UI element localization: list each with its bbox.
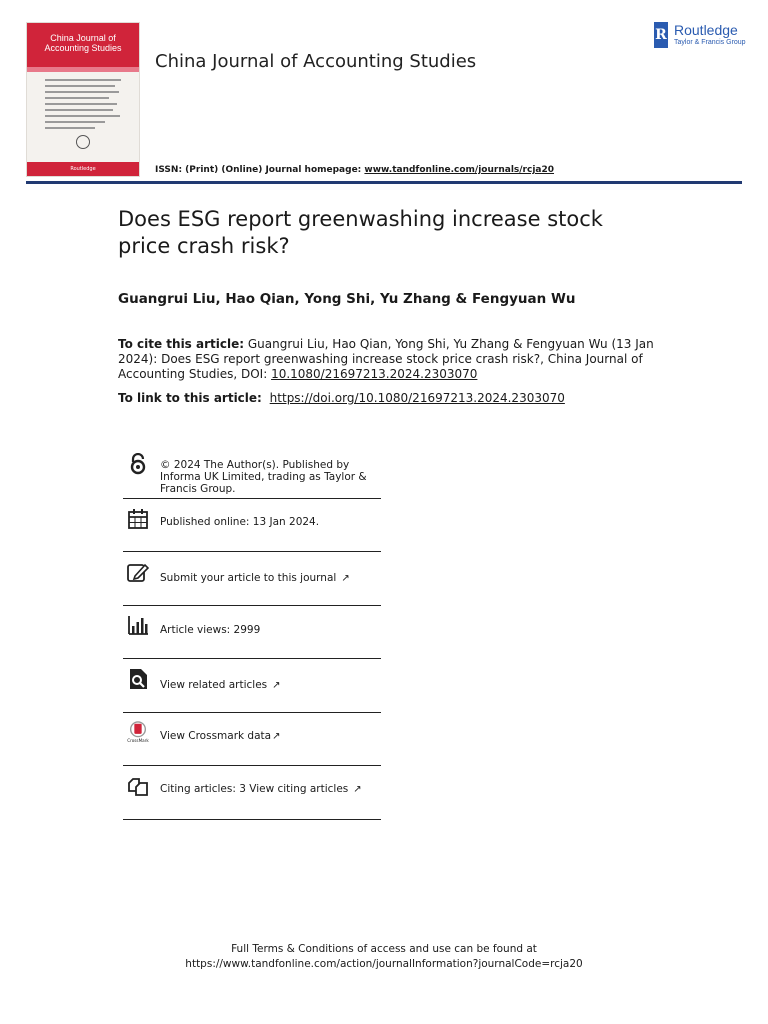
link-label: To link to this article: [118, 391, 262, 405]
cover-toc-line [45, 91, 119, 93]
cover-toc-line [45, 121, 105, 123]
article-title: Does ESG report greenwashing increase st… [118, 207, 603, 258]
citation-block: To cite this article: Guangrui Liu, Hao … [118, 337, 658, 382]
related-articles-link[interactable]: View related articles [160, 679, 268, 691]
related-articles-icon [130, 669, 147, 689]
routledge-r-icon: R [654, 22, 668, 48]
journal-cover-image: China Journal of Accounting Studies Rout… [26, 22, 140, 177]
footer-terms-text: Full Terms & Conditions of access and us… [231, 943, 537, 955]
publisher-logo[interactable]: R Routledge Taylor & Francis Group [652, 22, 747, 50]
article-info-panel: © 2024 The Author(s). Published by Infor… [123, 447, 381, 820]
calendar-icon [128, 509, 148, 529]
citing-articles-icon [128, 778, 148, 796]
open-access-icon [130, 453, 146, 475]
submit-article-link[interactable]: Submit your article to this journal [160, 572, 337, 584]
info-row-related[interactable]: View related articles ↗ [123, 659, 381, 713]
cover-publisher-logo: Routledge [70, 166, 96, 172]
crossmark-link[interactable]: View Crossmark data [160, 730, 272, 742]
article-authors: Guangrui Liu, Hao Qian, Yong Shi, Yu Zha… [118, 291, 576, 307]
cover-toc-line [45, 115, 120, 117]
cite-text: Guangrui Liu, Hao Qian, Yong Shi, Yu Zha… [118, 337, 654, 381]
journal-name: China Journal of Accounting Studies [155, 51, 477, 72]
society-seal-icon [76, 135, 90, 149]
cover-toc-line [45, 79, 121, 81]
external-link-icon: ↗ [272, 731, 281, 742]
info-row-copyright: © 2024 The Author(s). Published by Infor… [123, 447, 381, 499]
issn-label: ISSN: (Print) (Online) Journal homepage: [155, 165, 362, 175]
publisher-name: Routledge [674, 22, 738, 38]
cover-toc-line [45, 85, 115, 87]
cover-title: China Journal of Accounting Studies [44, 33, 122, 53]
doi-link[interactable]: 10.1080/21697213.2024.2303070 [271, 367, 478, 381]
cite-label: To cite this article: [118, 337, 245, 351]
cover-toc-line [45, 103, 117, 105]
external-link-icon: ↗ [272, 680, 281, 691]
info-row-views: Article views: 2999 [123, 606, 381, 659]
terms-footer: Full Terms & Conditions of access and us… [0, 942, 768, 972]
info-row-published: Published online: 13 Jan 2024. [123, 499, 381, 552]
footer-terms-url[interactable]: https://www.tandfonline.com/action/journ… [185, 958, 583, 970]
edit-icon [127, 563, 149, 582]
issn-line: ISSN: (Print) (Online) Journal homepage:… [155, 165, 554, 175]
external-link-icon: ↗ [353, 784, 362, 795]
crossmark-icon: CrossMark [127, 721, 149, 743]
cover-volume-bar [27, 67, 139, 72]
info-row-citing[interactable]: Citing articles: 3 View citing articles ↗ [123, 766, 381, 820]
external-link-icon: ↗ [341, 573, 350, 584]
article-views-text: Article views: 2999 [160, 624, 261, 636]
header-divider [26, 181, 742, 184]
cover-toc-line [45, 97, 109, 99]
cover-header-band: China Journal of Accounting Studies [27, 23, 139, 67]
published-date-text: Published online: 13 Jan 2024. [160, 516, 320, 528]
cover-toc-line [45, 127, 95, 129]
info-row-submit[interactable]: Submit your article to this journal ↗ [123, 552, 381, 606]
cover-footer-band: Routledge [27, 162, 139, 176]
article-doi-url-link[interactable]: https://doi.org/10.1080/21697213.2024.23… [269, 391, 565, 405]
info-row-crossmark[interactable]: CrossMark View Crossmark data↗ [123, 713, 381, 766]
citing-articles-link[interactable]: Citing articles: 3 View citing articles [160, 783, 349, 795]
svg-text:CrossMark: CrossMark [127, 738, 149, 743]
publisher-subtitle: Taylor & Francis Group [674, 39, 746, 46]
bar-chart-icon [128, 616, 148, 635]
cover-toc-line [45, 109, 113, 111]
article-link-line: To link to this article: https://doi.org… [118, 391, 565, 405]
copyright-text: © 2024 The Author(s). Published by Infor… [160, 459, 367, 495]
journal-homepage-link[interactable]: www.tandfonline.com/journals/rcja20 [364, 165, 555, 175]
